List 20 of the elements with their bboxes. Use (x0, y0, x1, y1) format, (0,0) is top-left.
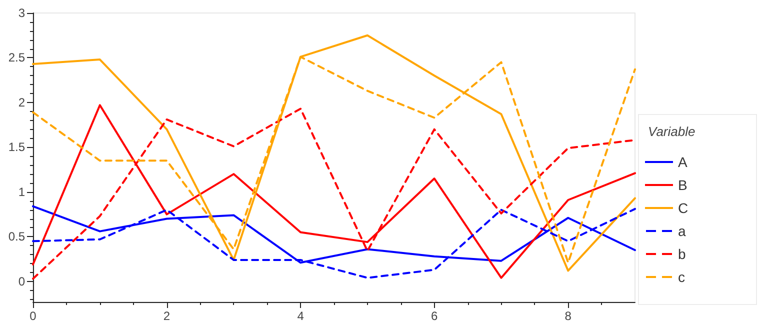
legend-label: B (678, 177, 688, 193)
legend-label: C (678, 200, 688, 216)
x-tick-label: 6 (430, 309, 438, 323)
x-tick-label: 2 (163, 309, 170, 323)
legend-label: c (678, 269, 685, 285)
legend-label: a (678, 223, 686, 239)
y-tick-label: 1 (18, 184, 26, 199)
y-tick-label: 0 (18, 274, 26, 288)
y-tick-label: 0.5 (8, 230, 26, 244)
y-tick-label: 3 (18, 6, 26, 20)
x-tick-label: 0 (30, 309, 37, 323)
line-series (32, 208, 636, 279)
legend-label: b (678, 246, 686, 262)
x-tick-label: 8 (564, 309, 572, 323)
y-tick-label: 2 (18, 95, 26, 110)
x-tick-label: 4 (297, 309, 304, 323)
legend-title: Variable (648, 124, 696, 139)
y-tick-label: 1.5 (8, 140, 26, 154)
y-tick-label: 2.5 (8, 50, 26, 65)
legend-label: A (678, 154, 688, 170)
